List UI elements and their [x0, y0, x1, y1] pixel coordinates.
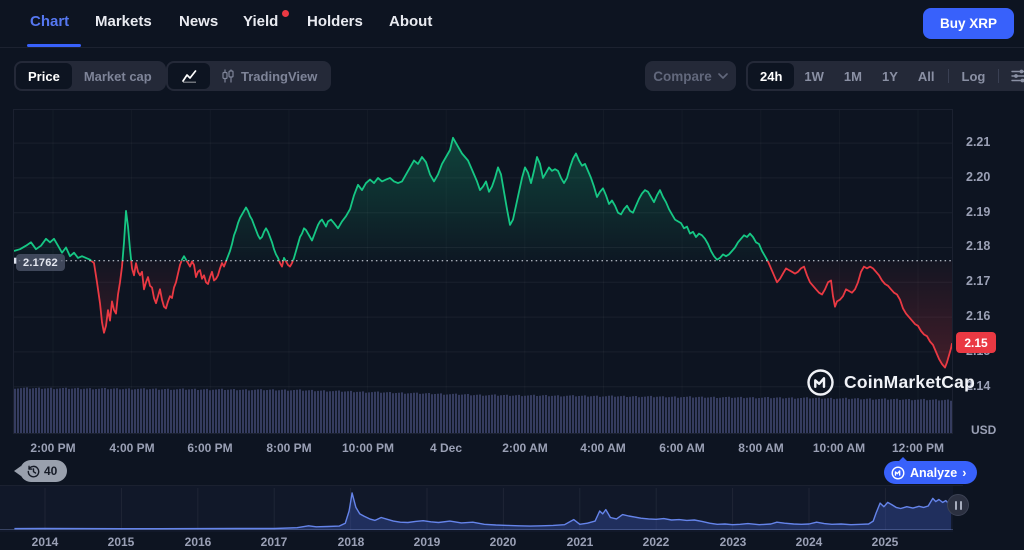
- buy-xrp-button[interactable]: Buy XRP: [922, 8, 1014, 39]
- year-axis-label: 2014: [31, 535, 59, 549]
- price-toggle-button[interactable]: Price: [16, 63, 72, 89]
- year-axis-label: 2020: [489, 535, 517, 549]
- tab-markets[interactable]: Markets: [95, 13, 152, 30]
- y-axis-tick-label: 2.19: [966, 205, 991, 219]
- market-cap-toggle-button[interactable]: Market cap: [83, 68, 152, 84]
- range-all-button[interactable]: All: [917, 68, 935, 84]
- line-chart-toggle-button[interactable]: [168, 63, 210, 89]
- tradingview-toggle-button[interactable]: TradingView: [210, 63, 329, 89]
- year-axis-label: 2015: [107, 535, 135, 549]
- analyze-button[interactable]: Analyze ›: [884, 457, 978, 484]
- year-axis-label: 2021: [566, 535, 594, 549]
- x-axis-tick-label: 2:00 AM: [502, 441, 548, 455]
- x-axis-tick-label: 8:00 PM: [266, 441, 312, 455]
- chevron-right-icon: ›: [962, 465, 967, 480]
- tab-yield[interactable]: Yield: [243, 10, 290, 30]
- time-range-selector: 24h 1W 1M 1Y All Log: [746, 61, 1024, 91]
- tab-chart[interactable]: Chart: [30, 13, 70, 30]
- current-price-badge: 2.15: [956, 332, 996, 353]
- tab-holders[interactable]: Holders: [307, 13, 363, 30]
- year-axis-label: 2018: [337, 535, 365, 549]
- history-clock-icon: [27, 465, 40, 477]
- baseline-price-label: 2.1762: [16, 254, 65, 271]
- price-chart-canvas: [14, 136, 952, 433]
- year-axis-label: 2016: [184, 535, 212, 549]
- range-1w-button[interactable]: 1W: [804, 68, 824, 84]
- chart-type-toggle: TradingView: [166, 61, 332, 91]
- x-axis-tick-label: 8:00 AM: [738, 441, 784, 455]
- chevron-down-icon: [717, 73, 728, 79]
- range-selector-chart[interactable]: [0, 485, 963, 532]
- tab-news[interactable]: News: [179, 13, 219, 30]
- active-tab-underline: [27, 44, 81, 47]
- price-marketcap-toggle: Price Market cap: [14, 61, 166, 91]
- compare-button[interactable]: Compare: [645, 61, 736, 91]
- tab-about[interactable]: About: [389, 13, 433, 30]
- line-chart-icon: [181, 70, 196, 83]
- history-count-badge[interactable]: 40: [13, 460, 68, 482]
- range-drag-handle[interactable]: [947, 494, 969, 516]
- x-axis-tick-label: 12:00 PM: [891, 441, 945, 455]
- year-axis-label: 2022: [642, 535, 670, 549]
- range-selector-canvas: [0, 486, 953, 532]
- coinmarketcap-watermark: CoinMarketCap: [806, 368, 975, 397]
- x-axis-tick-label: 10:00 AM: [812, 441, 866, 455]
- coinmarketcap-logo-icon: [807, 369, 834, 396]
- currency-unit-label: USD: [971, 423, 997, 437]
- price-chart[interactable]: [14, 110, 952, 433]
- chart-settings-button[interactable]: [1002, 69, 1024, 83]
- divider: [998, 69, 1000, 83]
- range-1m-button[interactable]: 1M: [843, 68, 862, 84]
- x-axis-tick-label: 4:00 AM: [580, 441, 626, 455]
- y-axis-tick-label: 2.17: [966, 274, 991, 288]
- divider: [947, 69, 949, 83]
- x-axis-tick-label: 4:00 PM: [109, 441, 155, 455]
- year-axis-label: 2019: [413, 535, 441, 549]
- notification-dot: [282, 10, 290, 17]
- x-axis-tick-label: 10:00 PM: [341, 441, 395, 455]
- log-scale-button[interactable]: Log: [961, 68, 986, 84]
- x-axis-tick-label: 2:00 PM: [30, 441, 76, 455]
- x-axis-tick-label: 4 Dec: [429, 441, 463, 455]
- year-axis-label: 2025: [871, 535, 899, 549]
- y-axis-tick-label: 2.16: [966, 309, 991, 323]
- candlestick-icon: [222, 69, 234, 83]
- y-axis-tick-label: 2.20: [966, 170, 991, 184]
- range-24h-button[interactable]: 24h: [748, 63, 795, 89]
- x-axis-tick-label: 6:00 AM: [659, 441, 705, 455]
- y-axis-tick-label: 2.21: [966, 135, 991, 149]
- year-axis-label: 2024: [795, 535, 823, 549]
- y-axis-tick-label: 2.18: [966, 239, 991, 253]
- tab-bar: Chart Markets News Yield Holders About B…: [0, 0, 1024, 48]
- sliders-icon: [1011, 69, 1024, 83]
- year-axis-label: 2017: [260, 535, 288, 549]
- y-axis-tick-label: 2.14: [966, 379, 991, 393]
- year-axis-label: 2023: [719, 535, 747, 549]
- range-1y-button[interactable]: 1Y: [881, 68, 898, 84]
- x-axis-tick-label: 6:00 PM: [187, 441, 233, 455]
- analyze-logo-icon: [891, 466, 905, 479]
